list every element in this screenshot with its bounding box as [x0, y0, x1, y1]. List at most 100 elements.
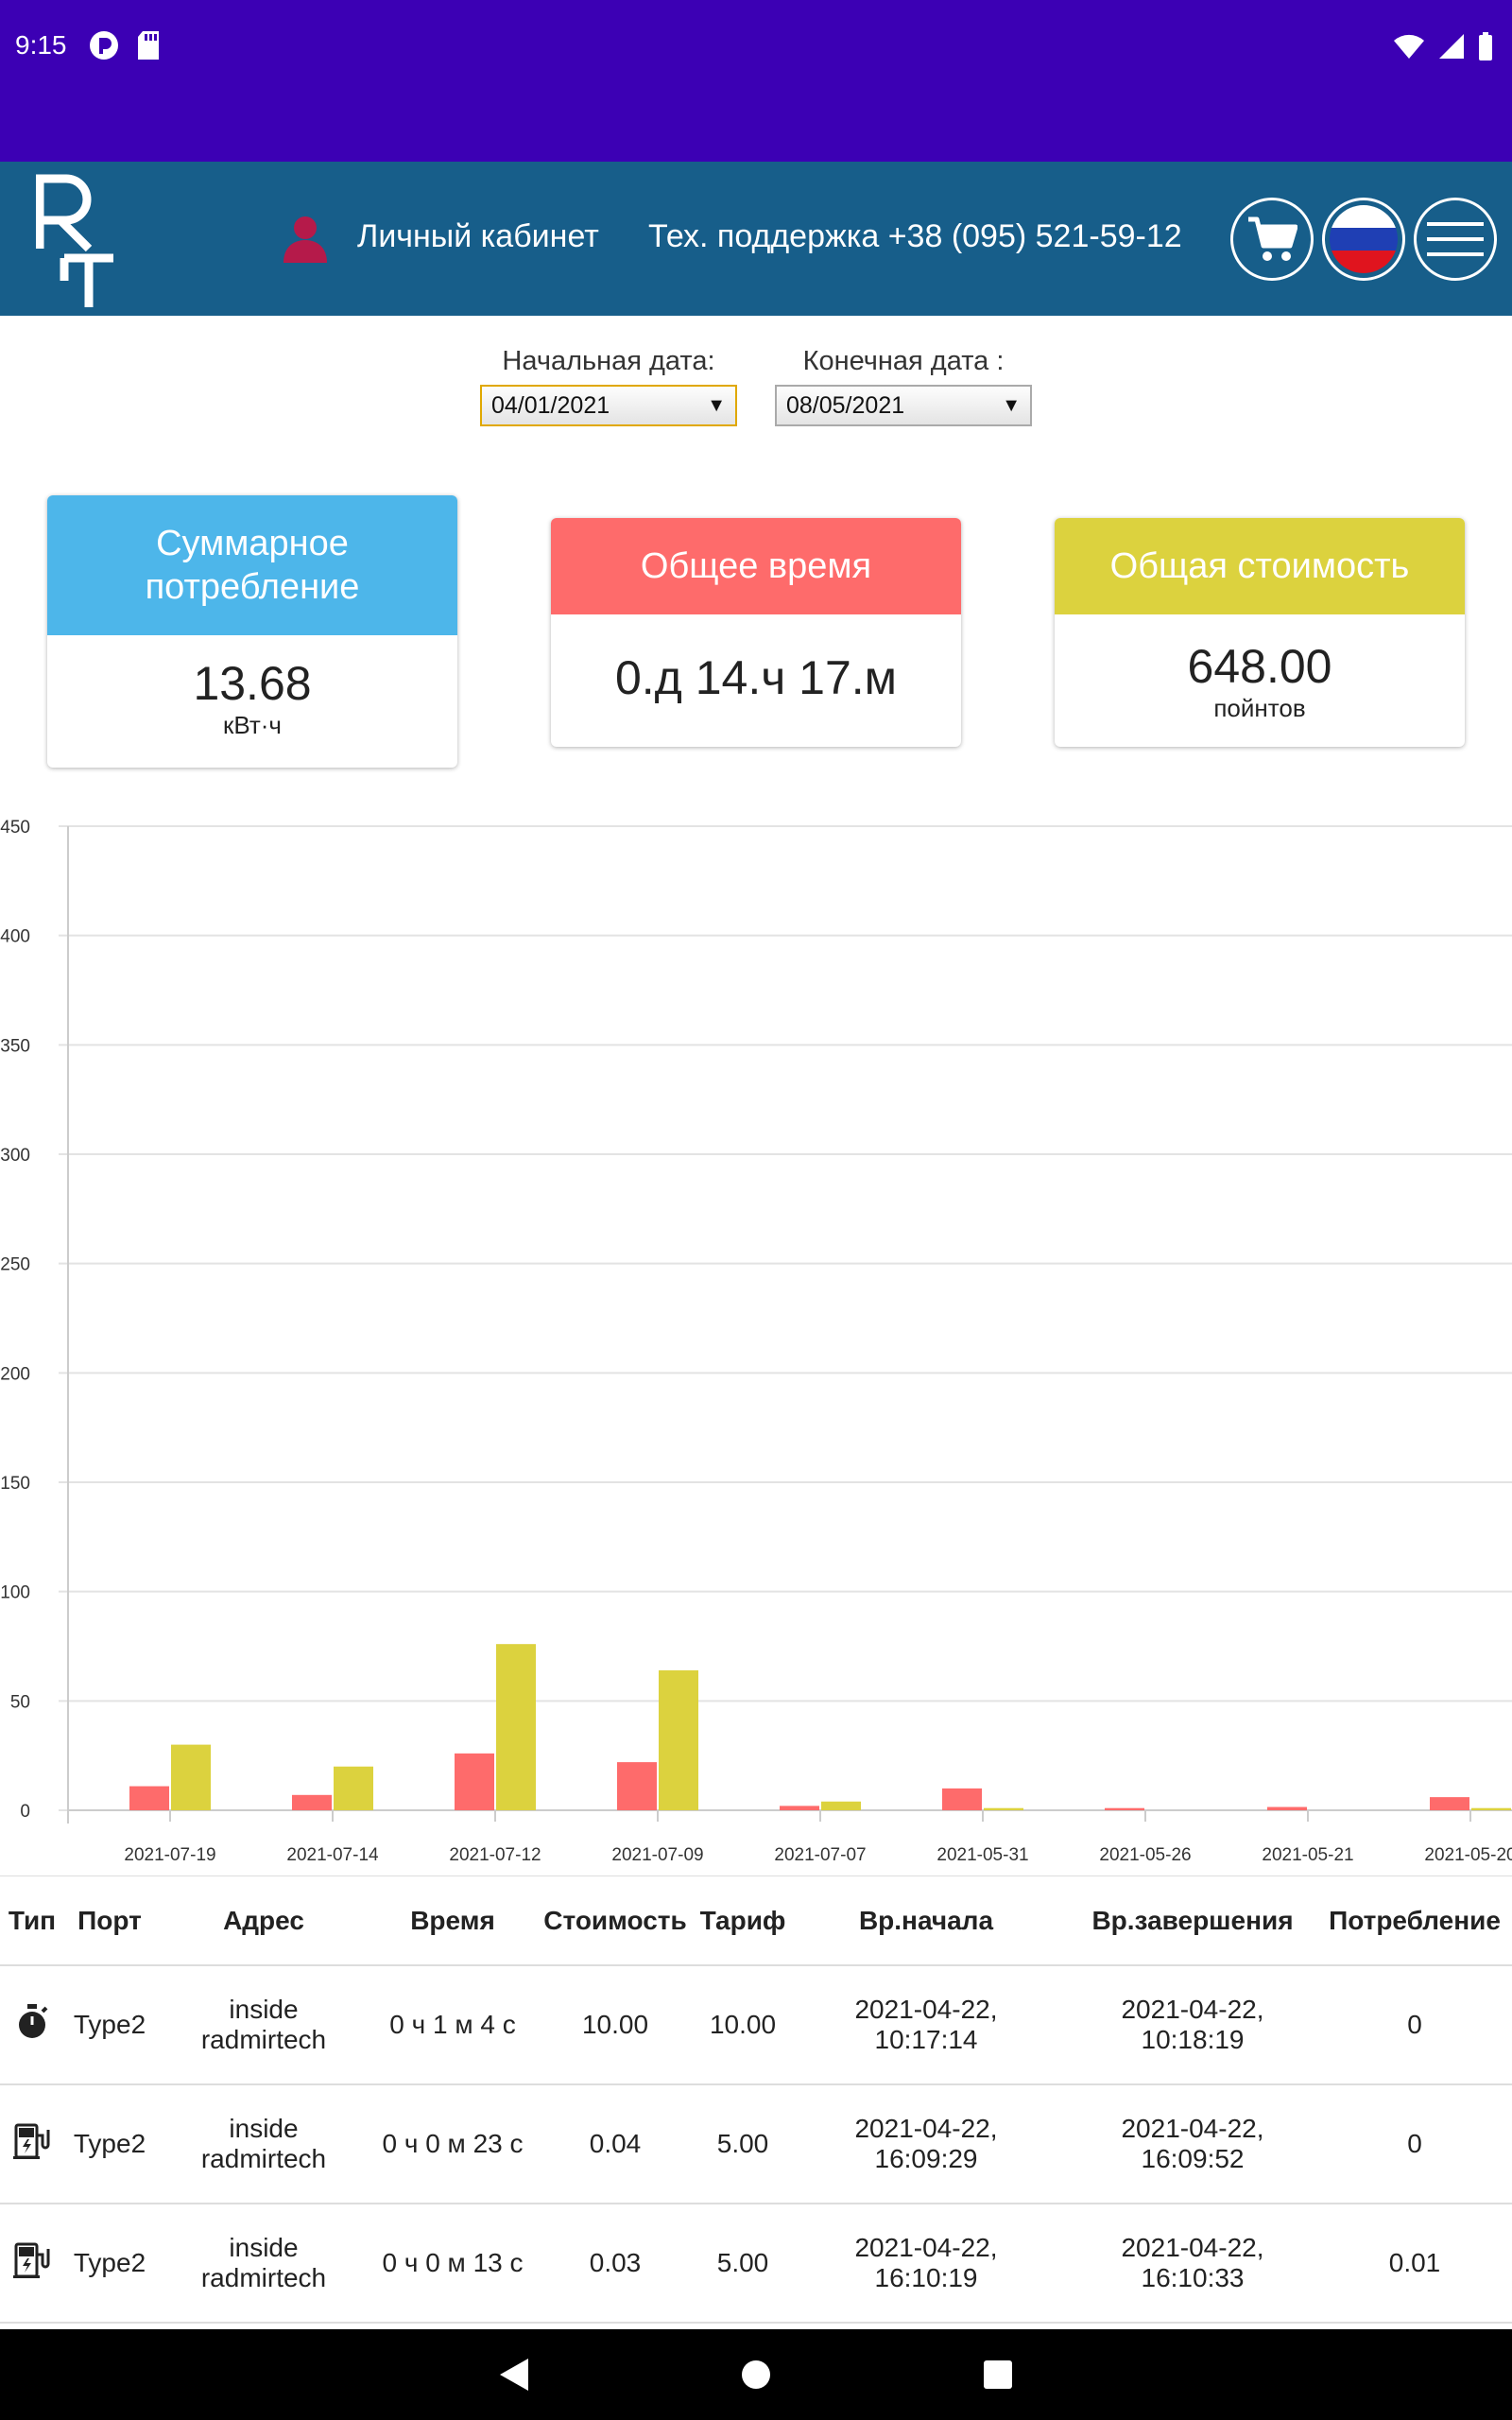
- bar: [942, 1788, 982, 1810]
- x-tick-label: 2021-07-07: [774, 1845, 866, 1865]
- support-text[interactable]: Тех. поддержка +38 (095) 521-59-12: [648, 218, 1182, 254]
- back-button[interactable]: [491, 2352, 537, 2397]
- ev-charger-icon: [13, 2241, 51, 2286]
- table-row[interactable]: Type2 inside radmirtech 0 ч 1 м 4 с 10.00 10.…: [0, 1966, 1512, 2085]
- bar: [780, 1806, 819, 1810]
- address-cell-line: radmirtech: [200, 2025, 327, 2054]
- consumption-card-title: Суммарное потребление: [47, 495, 457, 635]
- column-header: Тип: [8, 1905, 57, 1935]
- consumption-card: Суммарное потребление 13.68 кВт·ч: [47, 495, 457, 768]
- home-button[interactable]: [733, 2352, 779, 2397]
- time-cell: 0 ч 0 м 23 с: [382, 2129, 524, 2158]
- hamburger-menu-icon: [1427, 222, 1484, 256]
- end-time-cell: 2021-04-22, 10:18:19: [1068, 1966, 1317, 2083]
- time-cell: 0 ч 1 м 4 с: [389, 2010, 516, 2039]
- y-tick-label: 150: [0, 1474, 30, 1494]
- cart-icon: [1248, 216, 1297, 261]
- address-cell-line: inside: [229, 2114, 299, 2143]
- y-tick-label: 50: [10, 1692, 30, 1712]
- column-header: Стоимость: [543, 1905, 687, 1935]
- x-tick-label: 2021-07-12: [449, 1845, 541, 1865]
- end-time-cell: 2021-04-22, 16:09:52: [1068, 2085, 1317, 2203]
- header: Личный кабинет Тех. поддержка +38 (095) …: [0, 162, 1512, 316]
- type-cell: [0, 2204, 64, 2322]
- sd-card-icon: [138, 31, 159, 60]
- column-header: Тариф: [699, 1905, 786, 1935]
- bar: [292, 1794, 332, 1810]
- port-cell: Type2: [73, 2010, 146, 2039]
- bar: [334, 1766, 373, 1810]
- y-tick-label: 100: [0, 1583, 30, 1603]
- x-tick-label: 2021-05-21: [1262, 1845, 1353, 1865]
- column-header: Вр.начала: [858, 1905, 994, 1935]
- start-time-cell-line: 2021-04-22,: [854, 1995, 998, 2024]
- type-cell: [0, 2085, 64, 2203]
- tariff-cell: 5.00: [716, 2248, 769, 2277]
- bar: [659, 1669, 698, 1810]
- table-row[interactable]: Type2 inside radmirtech 0 ч 0 м 23 с 0.04 5.0…: [0, 2085, 1512, 2204]
- language-button[interactable]: [1322, 198, 1405, 281]
- cost-card-title: Общая стоимость: [1055, 518, 1465, 614]
- table-row[interactable]: Type2 inside radmirtech 0 ч 0 м 13 с 0.03 5.0…: [0, 2204, 1512, 2324]
- port-cell: Type2: [73, 2129, 146, 2158]
- y-tick-label: 250: [0, 1255, 30, 1275]
- signal-icon: [1439, 34, 1464, 59]
- start-time-cell-line: 16:10:19: [874, 2263, 978, 2292]
- start-time-cell-line: 16:09:29: [874, 2144, 978, 2173]
- cost-cell: 0.03: [589, 2248, 642, 2277]
- recents-icon: [984, 2360, 1012, 2389]
- address-cell-line: inside: [229, 2233, 299, 2262]
- sessions-table: Тип Порт Адрес Время Стоимость Тариф Вр.начала…: [0, 1876, 1512, 2324]
- start-date-select[interactable]: 04/01/2021 ▼: [480, 385, 737, 426]
- cost-card: Общая стоимость 648.00 пойнтов: [1055, 518, 1465, 747]
- end-date-value: 08/05/2021: [786, 392, 905, 419]
- y-tick-label: 400: [0, 927, 30, 947]
- end-time-cell-line: 2021-04-22,: [1121, 2233, 1264, 2262]
- port-cell: Type2: [73, 2248, 146, 2277]
- ev-charger-icon: [13, 2122, 51, 2167]
- user-icon[interactable]: [280, 214, 331, 265]
- table-body: Type2 inside radmirtech 0 ч 1 м 4 с 10.00 10.…: [0, 1966, 1512, 2324]
- menu-button[interactable]: [1414, 198, 1497, 281]
- time-cell: 0 ч 0 м 13 с: [382, 2248, 524, 2277]
- end-date-block: Конечная дата : 08/05/2021 ▼: [775, 346, 1032, 426]
- bar: [821, 1801, 861, 1810]
- bar: [1430, 1797, 1469, 1810]
- time-value: 0.д 14.ч 17.м: [614, 651, 898, 704]
- account-link[interactable]: Личный кабинет: [357, 218, 599, 254]
- end-time-cell-line: 16:10:33: [1141, 2263, 1245, 2292]
- cost-cell: 10.00: [581, 2010, 649, 2039]
- chevron-down-icon: ▼: [1002, 395, 1021, 416]
- bar: [496, 1644, 536, 1810]
- end-date-label: Конечная дата :: [802, 346, 1005, 376]
- start-date-label: Начальная дата:: [502, 346, 715, 376]
- x-tick-label: 2021-05-31: [936, 1845, 1028, 1865]
- stopwatch-icon: [16, 2003, 48, 2047]
- consumption-value: 13.68: [193, 657, 312, 710]
- y-tick-label: 300: [0, 1146, 30, 1166]
- cart-button[interactable]: [1230, 198, 1314, 281]
- bar: [1105, 1807, 1144, 1810]
- end-time-cell-line: 10:18:19: [1141, 2025, 1245, 2054]
- address-cell-line: radmirtech: [200, 2263, 327, 2292]
- consumption-cell: 0: [1407, 2010, 1422, 2039]
- end-date-select[interactable]: 08/05/2021 ▼: [775, 385, 1032, 426]
- start-date-value: 04/01/2021: [491, 392, 610, 419]
- bar: [1267, 1806, 1307, 1810]
- status-time: 9:15: [15, 30, 67, 60]
- x-tick-label: 2021-07-14: [286, 1845, 379, 1865]
- time-card: Общее время 0.д 14.ч 17.м: [551, 518, 961, 747]
- home-icon: [742, 2360, 770, 2389]
- battery-icon: [1479, 32, 1492, 60]
- logo[interactable]: [36, 171, 115, 308]
- x-tick-label: 2021-05-20: [1424, 1845, 1512, 1865]
- cost-cell: 0.04: [589, 2129, 642, 2158]
- table-header: Тип Порт Адрес Время Стоимость Тариф Вр.начала…: [0, 1876, 1512, 1966]
- y-tick-label: 0: [20, 1802, 30, 1822]
- column-header: Вр.завершения: [1091, 1905, 1294, 1935]
- recents-button[interactable]: [975, 2352, 1021, 2397]
- address-cell-line: radmirtech: [200, 2144, 327, 2173]
- status-bar: 9:15: [0, 0, 1512, 162]
- bar-chart: 0 50 100 150 200 250 300 350 400 450 2021-07-19 202…: [0, 818, 1512, 1865]
- wifi-icon: [1394, 34, 1424, 59]
